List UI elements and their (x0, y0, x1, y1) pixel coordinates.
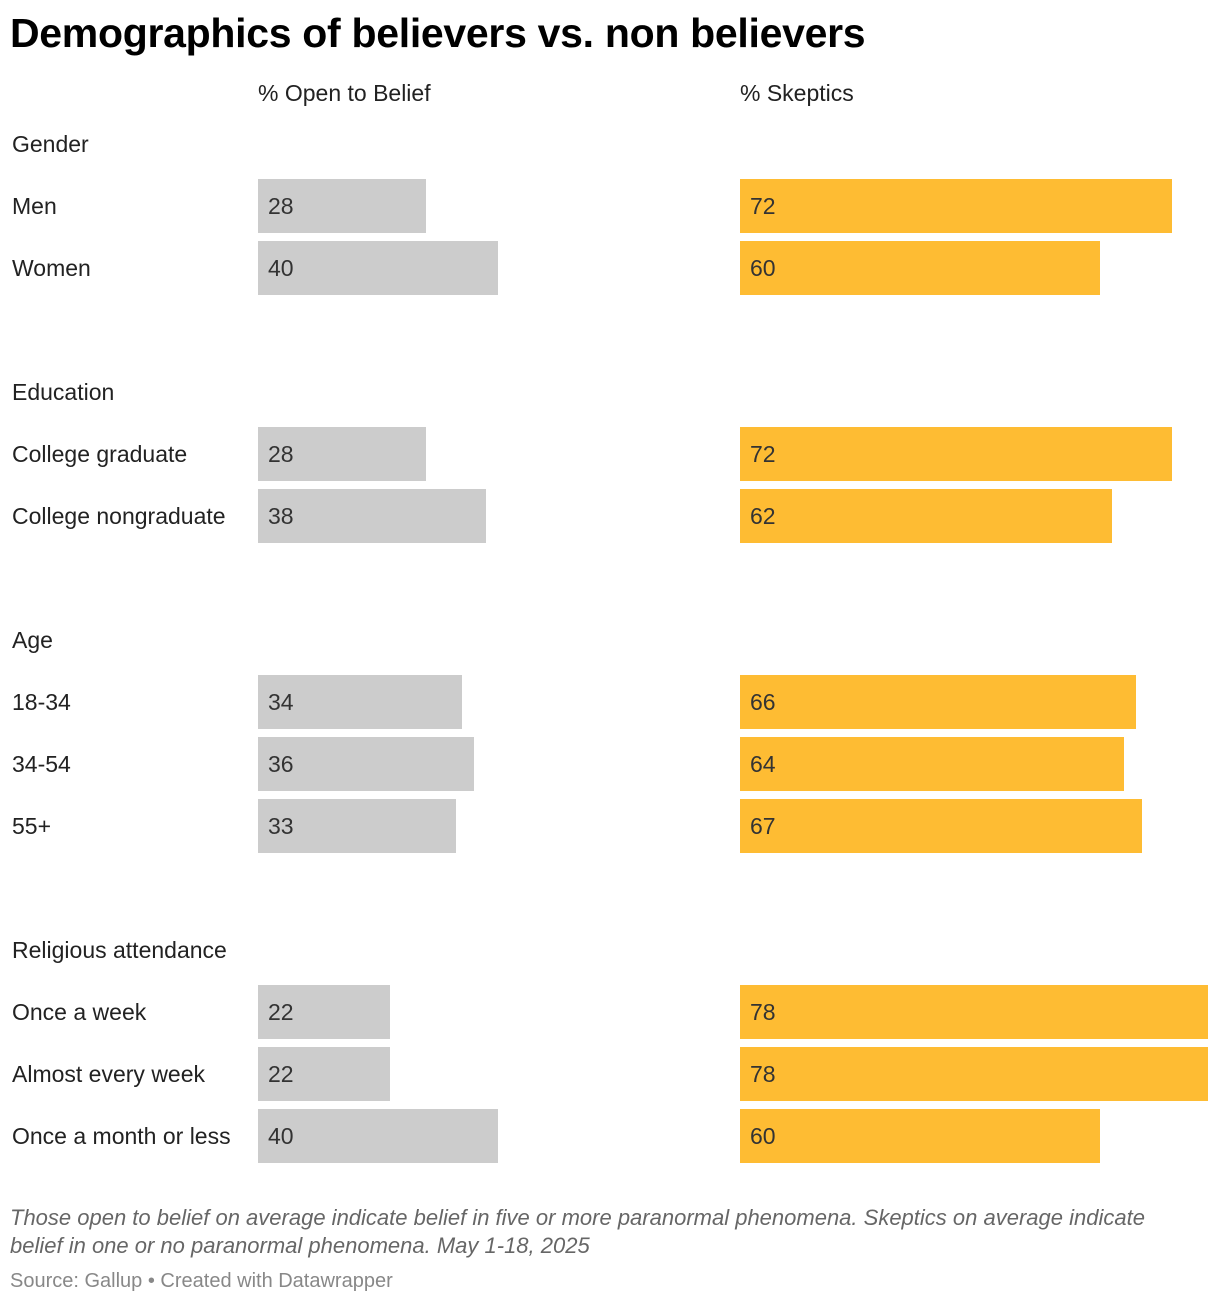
bar-skeptics-once-a-month-or-less (740, 1109, 1100, 1163)
value-label-skeptics-women: 60 (750, 255, 776, 281)
bar-skeptics-once-a-week (740, 985, 1208, 1039)
row-label-almost-every-week: Almost every week (12, 1061, 206, 1087)
row-label-34-54: 34-54 (12, 751, 71, 777)
value-label-skeptics-once-a-month-or-less: 60 (750, 1123, 776, 1149)
value-label-open-to-belief-once-a-week: 22 (268, 999, 294, 1025)
bar-open-to-belief-55 (258, 799, 456, 853)
bar-open-to-belief-women (258, 241, 498, 295)
bar-skeptics-34-54 (740, 737, 1124, 791)
row-label-once-a-month-or-less: Once a month or less (12, 1123, 231, 1149)
bar-open-to-belief-college-graduate (258, 427, 426, 481)
chart-source: Source: Gallup • Created with Datawrappe… (10, 1270, 393, 1292)
value-label-skeptics-men: 72 (750, 193, 776, 219)
row-label-18-34: 18-34 (12, 689, 71, 715)
bar-open-to-belief-college-nongraduate (258, 489, 486, 543)
value-label-skeptics-almost-every-week: 78 (750, 1061, 776, 1087)
bar-open-to-belief-men (258, 179, 426, 233)
value-label-skeptics-college-nongraduate: 62 (750, 503, 776, 529)
bar-open-to-belief-almost-every-week (258, 1047, 390, 1101)
chart-notes: Those open to belief on average indicate… (10, 1205, 1145, 1258)
row-label-college-nongraduate: College nongraduate (12, 503, 226, 529)
value-label-skeptics-once-a-week: 78 (750, 999, 776, 1025)
row-label-women: Women (12, 255, 91, 281)
row-label-55: 55+ (12, 813, 51, 839)
bar-skeptics-18-34 (740, 675, 1136, 729)
group-label-religious-attendance: Religious attendance (12, 937, 227, 963)
chart-title: Demographics of believers vs. non believ… (10, 10, 866, 56)
value-label-open-to-belief-men: 28 (268, 193, 294, 219)
value-label-skeptics-college-graduate: 72 (750, 441, 776, 467)
series-header-skeptics: % Skeptics (740, 80, 854, 106)
bar-skeptics-college-graduate (740, 427, 1172, 481)
value-label-open-to-belief-college-nongraduate: 38 (268, 503, 294, 529)
value-label-skeptics-18-34: 66 (750, 689, 776, 715)
bar-skeptics-college-nongraduate (740, 489, 1112, 543)
bar-open-to-belief-18-34 (258, 675, 462, 729)
group-label-gender: Gender (12, 131, 89, 157)
bar-open-to-belief-34-54 (258, 737, 474, 791)
value-label-open-to-belief-18-34: 34 (268, 689, 294, 715)
series-header-open-to-belief: % Open to Belief (258, 80, 431, 106)
bar-open-to-belief-once-a-week (258, 985, 390, 1039)
bar-open-to-belief-once-a-month-or-less (258, 1109, 498, 1163)
bar-skeptics-55 (740, 799, 1142, 853)
group-label-age: Age (12, 627, 53, 653)
value-label-open-to-belief-almost-every-week: 22 (268, 1061, 294, 1087)
value-label-skeptics-34-54: 64 (750, 751, 776, 777)
row-label-college-graduate: College graduate (12, 441, 187, 467)
value-label-open-to-belief-once-a-month-or-less: 40 (268, 1123, 294, 1149)
row-label-men: Men (12, 193, 57, 219)
value-label-open-to-belief-women: 40 (268, 255, 294, 281)
value-label-skeptics-55: 67 (750, 813, 776, 839)
row-label-once-a-week: Once a week (12, 999, 147, 1025)
value-label-open-to-belief-college-graduate: 28 (268, 441, 294, 467)
bar-skeptics-almost-every-week (740, 1047, 1208, 1101)
bar-skeptics-men (740, 179, 1172, 233)
group-label-education: Education (12, 379, 114, 405)
split-bar-chart: Gender Men 28 72 Women 40 60 Education College g… (12, 131, 1208, 1163)
value-label-open-to-belief-55: 33 (268, 813, 294, 839)
value-label-open-to-belief-34-54: 36 (268, 751, 294, 777)
bar-skeptics-women (740, 241, 1100, 295)
